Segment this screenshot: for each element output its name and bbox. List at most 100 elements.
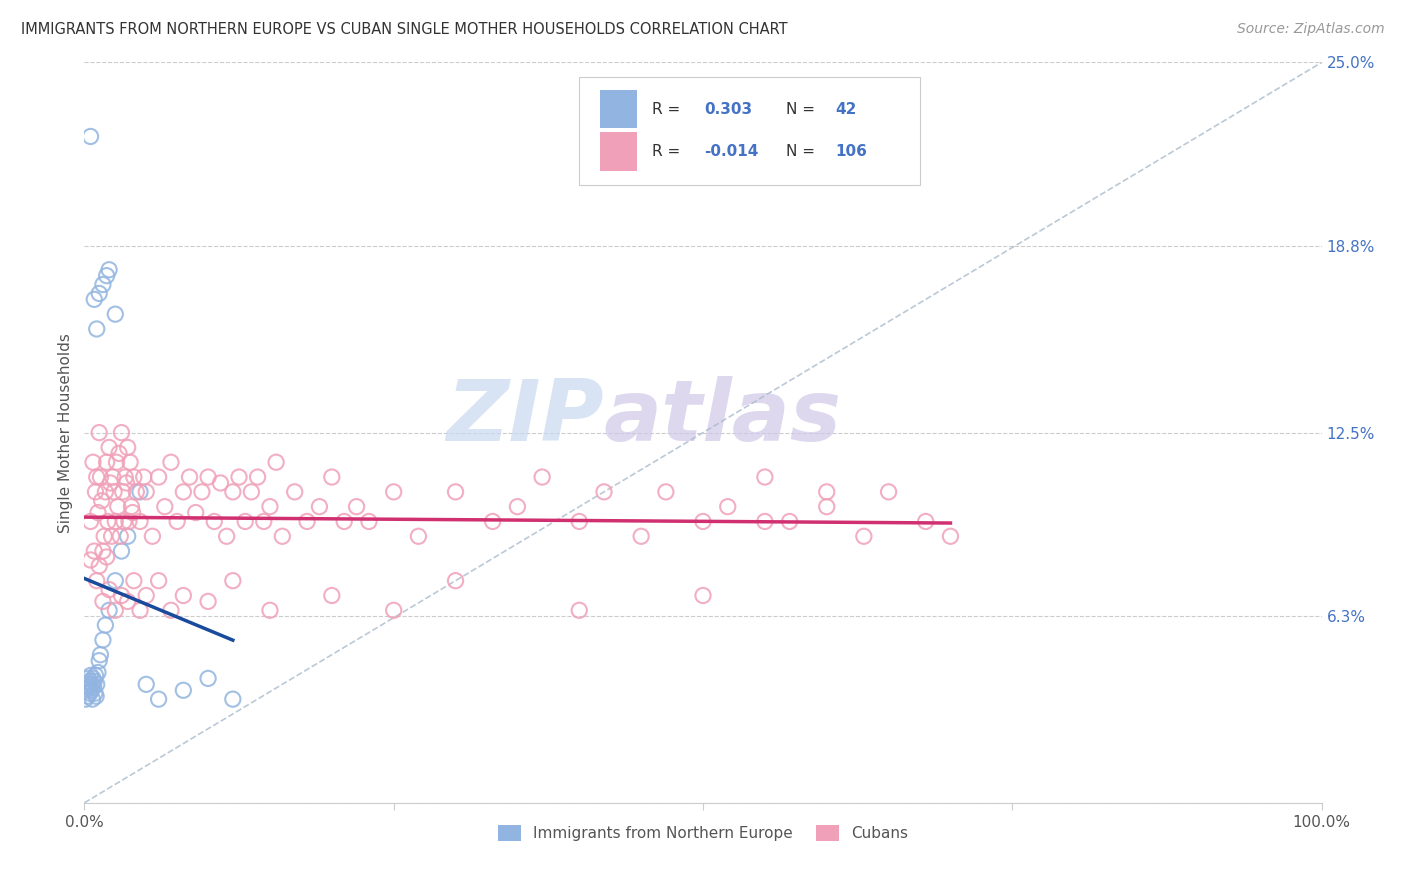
Point [160, 603, 183, 617]
Point [191, 484, 214, 499]
Point [110, 544, 132, 558]
Point [83, 681, 105, 695]
Point [82, 692, 104, 706]
Point [86, 322, 108, 336]
Point [86, 470, 108, 484]
Point [135, 677, 157, 691]
Point [264, 455, 287, 469]
Point [692, 515, 714, 529]
Point [104, 515, 127, 529]
Point [197, 594, 219, 608]
Point [172, 683, 194, 698]
Point [779, 515, 801, 529]
Point [153, 500, 176, 514]
Point [96, 549, 118, 564]
Point [82, 672, 104, 686]
Point [877, 484, 900, 499]
Point [444, 574, 467, 588]
Point [346, 500, 368, 514]
Point [120, 455, 142, 469]
Point [815, 484, 838, 499]
Point [103, 484, 125, 499]
Legend: Immigrants from Northern Europe, Cubans: Immigrants from Northern Europe, Cubans [492, 819, 914, 847]
Point [333, 515, 356, 529]
Point [382, 603, 405, 617]
Point [717, 500, 740, 514]
Point [77, 681, 100, 695]
Point [222, 692, 245, 706]
Point [86, 574, 108, 588]
Point [76, 677, 98, 691]
Point [408, 529, 430, 543]
Text: 0.303: 0.303 [704, 102, 752, 117]
Point [568, 603, 591, 617]
Point [112, 515, 135, 529]
Point [593, 484, 616, 499]
Point [197, 470, 219, 484]
Point [98, 475, 121, 490]
Point [222, 484, 245, 499]
Point [166, 515, 188, 529]
Point [129, 484, 152, 499]
Point [79, 515, 101, 529]
Point [104, 307, 127, 321]
Point [321, 470, 343, 484]
Point [89, 648, 111, 662]
Point [754, 470, 776, 484]
Text: -0.014: -0.014 [704, 144, 759, 159]
Point [91, 544, 114, 558]
Point [531, 470, 554, 484]
Point [89, 470, 111, 484]
Point [179, 470, 201, 484]
Text: ZIP: ZIP [446, 376, 605, 459]
Point [75, 683, 97, 698]
Point [84, 668, 107, 682]
Point [259, 500, 281, 514]
Point [104, 574, 127, 588]
Point [246, 470, 269, 484]
Text: Source: ZipAtlas.com: Source: ZipAtlas.com [1237, 22, 1385, 37]
FancyBboxPatch shape [579, 78, 920, 185]
Point [89, 286, 111, 301]
Point [80, 683, 103, 698]
Point [444, 484, 467, 499]
Point [148, 574, 170, 588]
Point [172, 589, 194, 603]
Point [259, 603, 281, 617]
Point [506, 500, 529, 514]
Point [108, 446, 131, 460]
Point [104, 603, 127, 617]
Point [202, 515, 225, 529]
Point [79, 553, 101, 567]
Point [83, 544, 105, 558]
Point [91, 594, 114, 608]
Point [110, 589, 132, 603]
Point [160, 455, 183, 469]
Point [105, 455, 128, 469]
Point [79, 686, 101, 700]
Bar [600, 132, 637, 170]
Point [83, 293, 105, 307]
Point [80, 677, 103, 691]
Point [87, 665, 110, 680]
Point [122, 574, 145, 588]
Point [240, 484, 263, 499]
Point [98, 441, 121, 455]
Point [89, 558, 111, 573]
Point [98, 262, 121, 277]
Point [110, 425, 132, 440]
Point [129, 603, 152, 617]
Point [321, 589, 343, 603]
Text: IMMIGRANTS FROM NORTHERN EUROPE VS CUBAN SINGLE MOTHER HOUSEHOLDS CORRELATION CH: IMMIGRANTS FROM NORTHERN EUROPE VS CUBAN… [21, 22, 787, 37]
Point [117, 529, 139, 543]
Point [233, 515, 256, 529]
Point [115, 475, 138, 490]
Point [93, 529, 115, 543]
Point [382, 484, 405, 499]
Point [228, 470, 250, 484]
Text: R =: R = [652, 144, 685, 159]
Point [114, 470, 136, 484]
Point [754, 515, 776, 529]
Point [91, 632, 114, 647]
Point [87, 506, 110, 520]
